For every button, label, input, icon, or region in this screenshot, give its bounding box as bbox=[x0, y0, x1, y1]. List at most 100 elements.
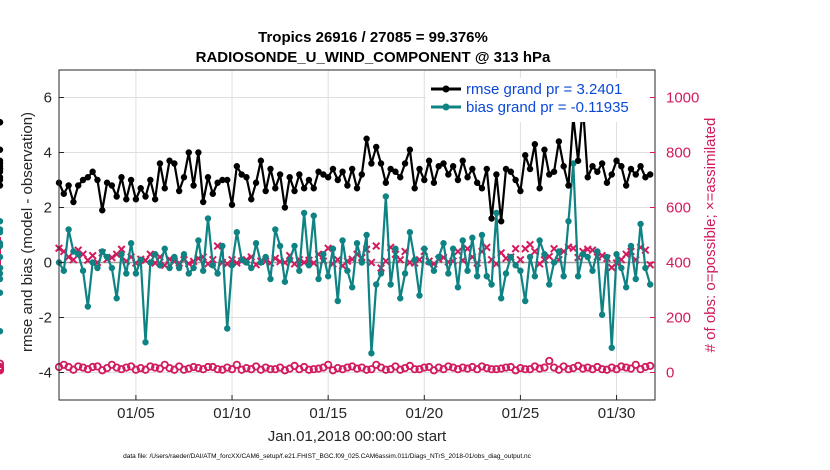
bias-point bbox=[339, 237, 346, 244]
obs-assimilated-stroke bbox=[598, 251, 607, 260]
obs-possible-point bbox=[237, 365, 246, 374]
bias-point bbox=[175, 264, 183, 272]
obs-possible-point bbox=[0, 359, 5, 368]
obs-possible-point bbox=[146, 362, 155, 371]
rmse-point bbox=[324, 174, 332, 181]
legend-marker-rmse bbox=[442, 85, 450, 93]
rmse-point bbox=[267, 165, 274, 173]
rmse-point bbox=[574, 157, 582, 164]
obs-possible-point bbox=[165, 363, 174, 373]
rmse-point bbox=[175, 187, 183, 195]
bias-point bbox=[118, 251, 125, 258]
rmse-point bbox=[469, 165, 476, 173]
rmse-point bbox=[353, 185, 361, 192]
obs-possible-point bbox=[367, 365, 376, 374]
obs-assimilated-stroke bbox=[107, 253, 116, 262]
rmse-point bbox=[243, 174, 250, 181]
obs-assimilated-stroke bbox=[79, 250, 88, 259]
rmse-point bbox=[348, 165, 356, 173]
bias-point bbox=[103, 253, 111, 261]
rmse-point bbox=[281, 204, 289, 211]
bias-point bbox=[517, 267, 524, 274]
rmse-point bbox=[642, 174, 649, 181]
rmse-point bbox=[555, 138, 563, 145]
bias-point bbox=[526, 253, 534, 261]
bias-point bbox=[334, 297, 341, 305]
obs-assimilated-point bbox=[569, 244, 578, 253]
rmse-point bbox=[0, 182, 4, 189]
rmse-point bbox=[209, 190, 217, 197]
bias-point bbox=[445, 270, 452, 277]
bias-point bbox=[502, 270, 510, 277]
rmse-point bbox=[401, 160, 409, 167]
rmse-point bbox=[565, 182, 572, 189]
obs-assimilated-point bbox=[396, 255, 405, 264]
obs-possible-point bbox=[227, 365, 237, 374]
x-tick-label: 01/20 bbox=[406, 405, 444, 422]
bias-point bbox=[594, 248, 601, 255]
bias-point bbox=[329, 245, 337, 252]
rmse-point bbox=[113, 193, 120, 200]
bias-point bbox=[637, 220, 644, 228]
rmse-point bbox=[70, 198, 77, 206]
bias-point bbox=[224, 325, 231, 332]
rmse-point bbox=[315, 168, 322, 175]
rmse-point bbox=[257, 157, 265, 164]
bias-point bbox=[123, 270, 130, 277]
bias-point bbox=[469, 234, 476, 241]
rmse-point bbox=[0, 176, 4, 184]
obs-possible-point bbox=[78, 363, 88, 372]
bias-point bbox=[344, 267, 351, 274]
rmse-point bbox=[512, 176, 519, 184]
bias-point bbox=[0, 264, 4, 272]
legend-label-bias: bias grand pr = -0.11935 bbox=[466, 99, 629, 116]
rmse-point bbox=[99, 207, 106, 214]
obs-possible-point bbox=[641, 362, 650, 372]
rmse-point bbox=[204, 174, 212, 181]
x-axis-label: Jan.01,2018 00:00:00 start bbox=[268, 428, 447, 445]
obs-assimilated-stroke bbox=[367, 258, 376, 267]
rmse-point bbox=[137, 185, 144, 192]
rmse-point bbox=[454, 176, 462, 184]
bias-point bbox=[0, 218, 4, 225]
bias-point bbox=[300, 209, 308, 217]
bias-point bbox=[416, 292, 423, 299]
obs-assimilated-stroke bbox=[545, 252, 554, 261]
legend-label-rmse: rmse grand pr = 3.2401 bbox=[466, 81, 622, 98]
obs-possible-point bbox=[261, 363, 270, 372]
rmse-point bbox=[228, 201, 236, 208]
obs-assimilated-stroke bbox=[88, 251, 97, 260]
bias-point bbox=[324, 273, 332, 280]
bias-point bbox=[286, 256, 293, 263]
data-file-note: data file: /Users/raeder/DAI/ATM_forcXX/… bbox=[123, 453, 532, 460]
obs-assimilated-point bbox=[381, 257, 390, 266]
x-tick-label: 01/25 bbox=[502, 405, 540, 422]
obs-possible-point bbox=[617, 362, 626, 371]
bias-point bbox=[171, 253, 178, 261]
bias-point bbox=[622, 284, 630, 291]
obs-possible-point bbox=[545, 356, 554, 366]
bias-point bbox=[113, 295, 120, 302]
bias-point bbox=[613, 251, 620, 258]
bias-point bbox=[94, 264, 101, 272]
rmse-point bbox=[550, 168, 558, 175]
bias-point bbox=[464, 267, 471, 274]
obs-assimilated-stroke bbox=[396, 255, 405, 264]
bias-point bbox=[512, 262, 519, 269]
rmse-point bbox=[502, 165, 510, 173]
bias-point bbox=[233, 229, 241, 236]
legend-box bbox=[426, 78, 650, 122]
obs-possible-point bbox=[646, 361, 655, 370]
bias-point bbox=[166, 264, 173, 272]
obs-possible-point bbox=[266, 365, 275, 374]
rmse-point bbox=[329, 165, 337, 173]
y-tick-label-right: 1000 bbox=[666, 90, 699, 107]
rmse-point bbox=[334, 176, 341, 184]
obs-assimilated-point bbox=[526, 240, 535, 249]
rmse-point bbox=[392, 168, 399, 175]
bias-point bbox=[89, 259, 96, 266]
bias-point bbox=[555, 248, 563, 255]
rmse-point bbox=[445, 171, 452, 178]
obs-possible-point bbox=[410, 365, 419, 374]
rmse-point bbox=[123, 196, 130, 203]
